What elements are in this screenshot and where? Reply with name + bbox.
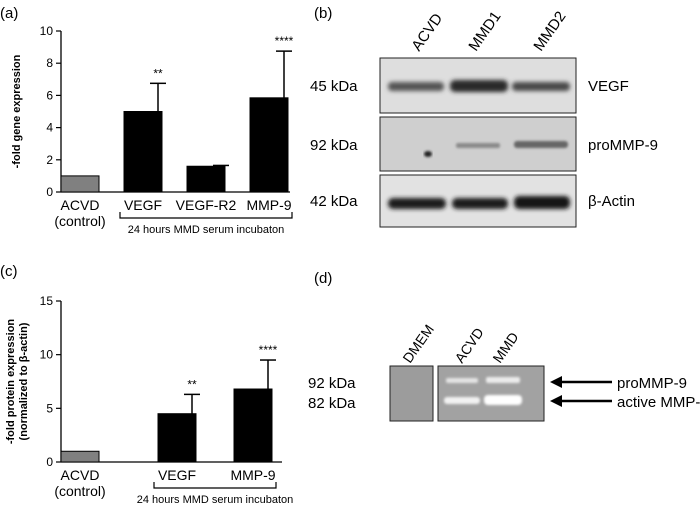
band-vegf-mmd1: [450, 80, 508, 92]
zymo-lane-acvd: ACVD: [451, 325, 486, 366]
bar: [60, 175, 100, 193]
zymo-marker-92: 92 kDa: [308, 375, 356, 392]
kda-actin: 42 kDa: [310, 193, 358, 210]
gel-samples: [437, 365, 545, 422]
y-tick-label: 10: [40, 348, 54, 362]
lane-label-mmd1: MMD1: [465, 8, 504, 54]
x-tick-label: VEGF-R2: [176, 197, 237, 213]
band-vegf-acvd: [388, 82, 444, 91]
zymo-lane-mmd: MMD: [489, 329, 521, 366]
x-tick-label: MMP-9: [246, 197, 291, 213]
y-tick-label: 8: [46, 56, 53, 70]
significance-label: **: [187, 377, 197, 391]
zymo-band-label-prommp9: proMMP-9: [617, 375, 687, 392]
protein-prommp9: proMMP-9: [588, 137, 658, 154]
y-axis-label: -fold protein expression(normalized to β…: [5, 319, 30, 445]
y-axis-label: -fold gene expression: [11, 54, 23, 168]
protein-actin: β-Actin: [588, 193, 635, 210]
x-tick-label: ACVD: [61, 197, 100, 213]
x-tick-label: MMP-9: [230, 467, 275, 483]
zymo-band-mmd-92: [486, 377, 520, 383]
band-actin-mmd2: [514, 196, 570, 209]
y-tick-label: 15: [40, 294, 54, 308]
panel-label-a: (a): [0, 5, 18, 22]
band-vegf-mmd2: [512, 82, 570, 91]
category-bracket: [119, 212, 293, 219]
bar: [249, 97, 289, 193]
zymo-marker-82: 82 kDa: [308, 395, 356, 412]
blot-spot: [424, 151, 432, 157]
y-tick-label: 10: [40, 24, 54, 38]
kda-prommp9: 92 kDa: [310, 137, 358, 154]
protein-vegf: VEGF: [588, 78, 629, 95]
lane-label-acvd: ACVD: [408, 10, 446, 54]
zymo-band-mmd-82: [484, 395, 522, 405]
x-tick-label: (control): [54, 213, 105, 229]
bar: [123, 111, 163, 193]
band-actin-acvd: [388, 198, 446, 209]
bracket-label: 24 hours MMD serum incubaton: [137, 494, 294, 506]
chart-a-gene-expression: 0 2 4 6 8 10 -fold gene expression ACVD(control…: [11, 24, 294, 236]
y-tick-label: 2: [46, 153, 53, 167]
kda-vegf: 45 kDa: [310, 78, 358, 95]
bar: [157, 413, 197, 463]
zymo-band-acvd-82: [444, 397, 480, 404]
x-tick-label: (control): [54, 483, 105, 499]
y-tick-label: 0: [46, 455, 53, 469]
bar: [233, 388, 273, 463]
bar: [60, 450, 100, 463]
y-tick-label: 0: [46, 185, 53, 199]
gel-dmem: [389, 365, 434, 422]
western-blot: ACVD MMD1 MMD2 45 kDa VEGF 92 kDa proMMP…: [310, 8, 658, 228]
chart-c-protein-expression: 0 5 10 15 -fold protein expression(normalize…: [5, 294, 293, 506]
y-tick-label: 6: [46, 88, 53, 102]
band-prommp9-mmd2: [514, 141, 568, 148]
panel-label-d: (d): [314, 270, 332, 287]
zymo-band-label-active: active MMP-9: [617, 394, 700, 411]
significance-label: **: [153, 66, 163, 80]
x-tick-label: ACVD: [61, 467, 100, 483]
bracket-label: 24 hours MMD serum incubaton: [128, 224, 285, 236]
panel-label-c: (c): [0, 263, 18, 280]
y-tick-label: 5: [46, 401, 53, 415]
arrow-icon: [550, 376, 612, 388]
significance-label: ****: [259, 343, 278, 357]
bar: [186, 165, 226, 193]
panel-label-b: (b): [314, 5, 332, 22]
band-actin-mmd1: [452, 198, 508, 209]
zymography-gel: DMEM ACVD MMD 92 kDa 82 kDa proMMP-9 act…: [308, 321, 700, 422]
arrow-icon: [550, 395, 612, 407]
lane-label-mmd2: MMD2: [530, 8, 569, 54]
significance-label: ****: [275, 34, 294, 48]
band-prommp9-mmd1: [456, 143, 500, 148]
zymo-lane-dmem: DMEM: [399, 321, 437, 365]
y-tick-label: 4: [46, 121, 53, 135]
x-tick-label: VEGF: [158, 467, 196, 483]
x-tick-label: VEGF: [124, 197, 162, 213]
category-bracket: [153, 482, 277, 489]
zymo-band-acvd-92: [446, 378, 478, 383]
